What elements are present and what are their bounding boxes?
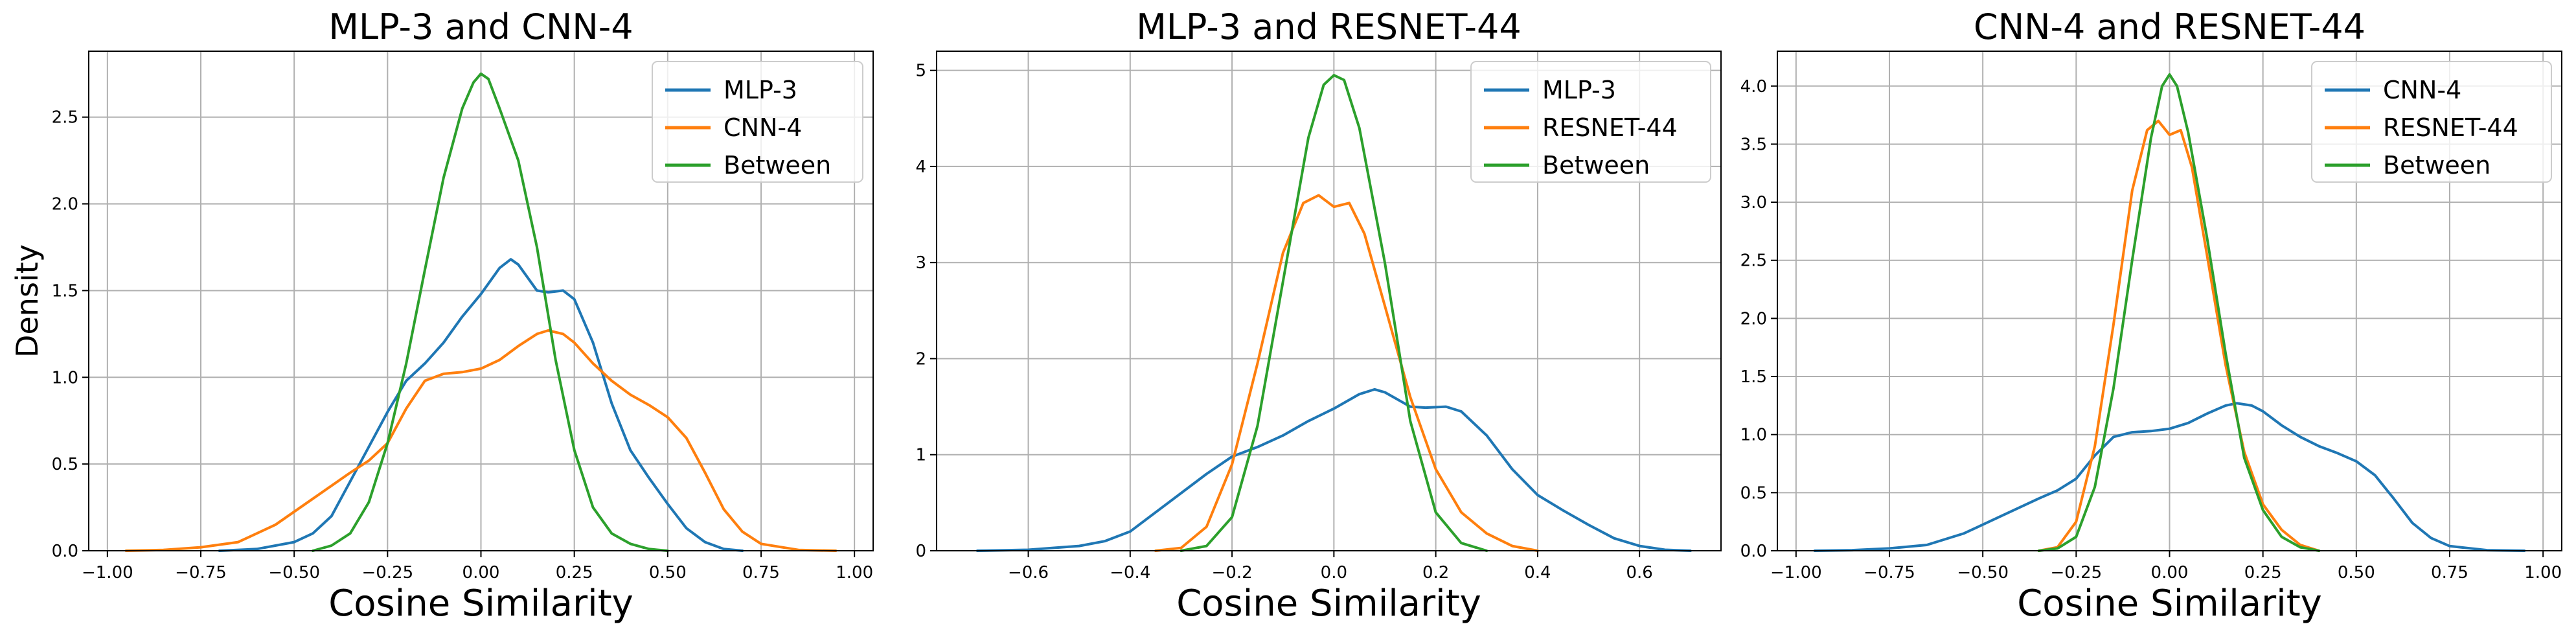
x-tick-label: −0.2 [1212,563,1253,583]
series-line-resnet-44 [1154,194,1539,552]
x-tick-label: 0.0 [1321,563,1347,583]
x-tick-label: −1.00 [82,563,133,583]
y-tick-label: 2 [915,349,926,369]
x-axis-label: Cosine Similarity [328,583,633,625]
x-tick-label: 0.75 [2431,563,2468,583]
axes-frame [936,51,1722,551]
y-tick-label: 2.0 [1740,309,1767,329]
series-line-cnn-4 [1813,402,2526,552]
y-tick-label: 0.0 [52,542,78,561]
series-line-between [1180,74,1488,552]
x-tick-label: 0.50 [2338,563,2375,583]
legend-label: CNN-4 [2383,76,2461,104]
x-tick-label: −0.50 [268,563,320,583]
x-tick-label: −0.25 [2050,563,2102,583]
legend-label: Between [724,151,831,179]
y-tick-label: 1.5 [1740,367,1767,387]
y-tick-label: 1.5 [52,281,78,301]
chart-title: MLP-3 and CNN-4 [328,6,633,47]
legend: MLP-3 RESNET-44 Between [1470,61,1711,183]
x-tick-label: 1.00 [836,563,873,583]
legend-label: Between [2383,151,2491,179]
x-tick-label: −0.25 [361,563,413,583]
x-tick-label: −0.50 [1957,563,2009,583]
y-tick-label: 2.5 [1740,251,1767,271]
x-tick-label: 0.75 [742,563,780,583]
y-tick-label: 3.5 [1740,135,1767,154]
legend-label: RESNET-44 [1542,113,1678,142]
y-tick-label: 0 [915,542,926,561]
chart-panel-1: −1.00 −0.75 −0.50 −0.25 0.00 0.25 0.50 0.75 1.00… [10,6,874,625]
y-tick-label: 0.5 [1740,483,1767,503]
y-tick-label: 2.5 [52,108,78,128]
legend: CNN-4 RESNET-44 Between [2311,61,2552,183]
x-tick-label: 0.2 [1422,563,1449,583]
y-tick-label: 4.0 [1740,77,1767,97]
x-tick-label: 0.00 [462,563,500,583]
x-tick-label: −0.4 [1110,563,1150,583]
y-tick-label: 4 [915,157,926,177]
x-tick-label: 0.6 [1626,563,1653,583]
x-tick-label: 1.00 [2524,563,2562,583]
x-tick-label: −0.75 [1864,563,1915,583]
y-tick-label: 0.5 [52,455,78,474]
y-tick-label: 3.0 [1740,193,1767,213]
y-tick-label: 1 [915,446,926,465]
y-axis-label: Density [10,244,45,358]
y-tick-label: 0.0 [1740,542,1767,561]
legend: MLP-3 CNN-4 Between [652,61,863,183]
series-line-mlp-3 [975,387,1692,552]
y-tick-label: 5 [915,62,926,81]
x-tick-label: −0.75 [175,563,227,583]
chart-panel-2: −0.6 −0.4 −0.2 0.0 0.2 0.4 0.6 0 1 2 3 4 5 MLP-3 and … [915,6,1722,625]
legend-box [2311,61,2552,183]
y-tick-label: 2.0 [52,195,78,214]
legend-label: MLP-3 [724,76,797,104]
legend-box [1470,61,1711,183]
y-tick-label: 3 [915,253,926,273]
y-tick-label: 1.0 [1740,426,1767,445]
x-tick-label: −0.6 [1008,563,1049,583]
x-tick-label: 0.25 [2244,563,2282,583]
chart-title: CNN-4 and RESNET-44 [1974,6,2365,47]
legend-label: MLP-3 [1542,76,1616,104]
series-line-between [2037,73,2321,552]
series-line-resnet-44 [2037,119,2321,552]
y-tick-label: 1.0 [52,368,78,387]
x-axis-label: Cosine Similarity [1176,583,1481,625]
x-tick-label: 0.00 [2151,563,2189,583]
series-line-between [312,72,669,552]
x-tick-label: 0.50 [649,563,687,583]
x-tick-label: −1.00 [1770,563,1822,583]
legend-label: CNN-4 [724,113,802,142]
chart-panel-3: −1.00 −0.75 −0.50 −0.25 0.00 0.25 0.50 0.75 1.00… [1740,6,2562,625]
chart-title: MLP-3 and RESNET-44 [1136,6,1521,47]
x-tick-label: 0.4 [1524,563,1551,583]
x-axis-label: Cosine Similarity [2017,583,2322,625]
series-line-mlp-3 [218,258,744,552]
series-line-cnn-4 [124,329,838,552]
legend-label: RESNET-44 [2383,113,2518,142]
legend-label: Between [1542,151,1650,179]
x-tick-label: 0.25 [556,563,593,583]
